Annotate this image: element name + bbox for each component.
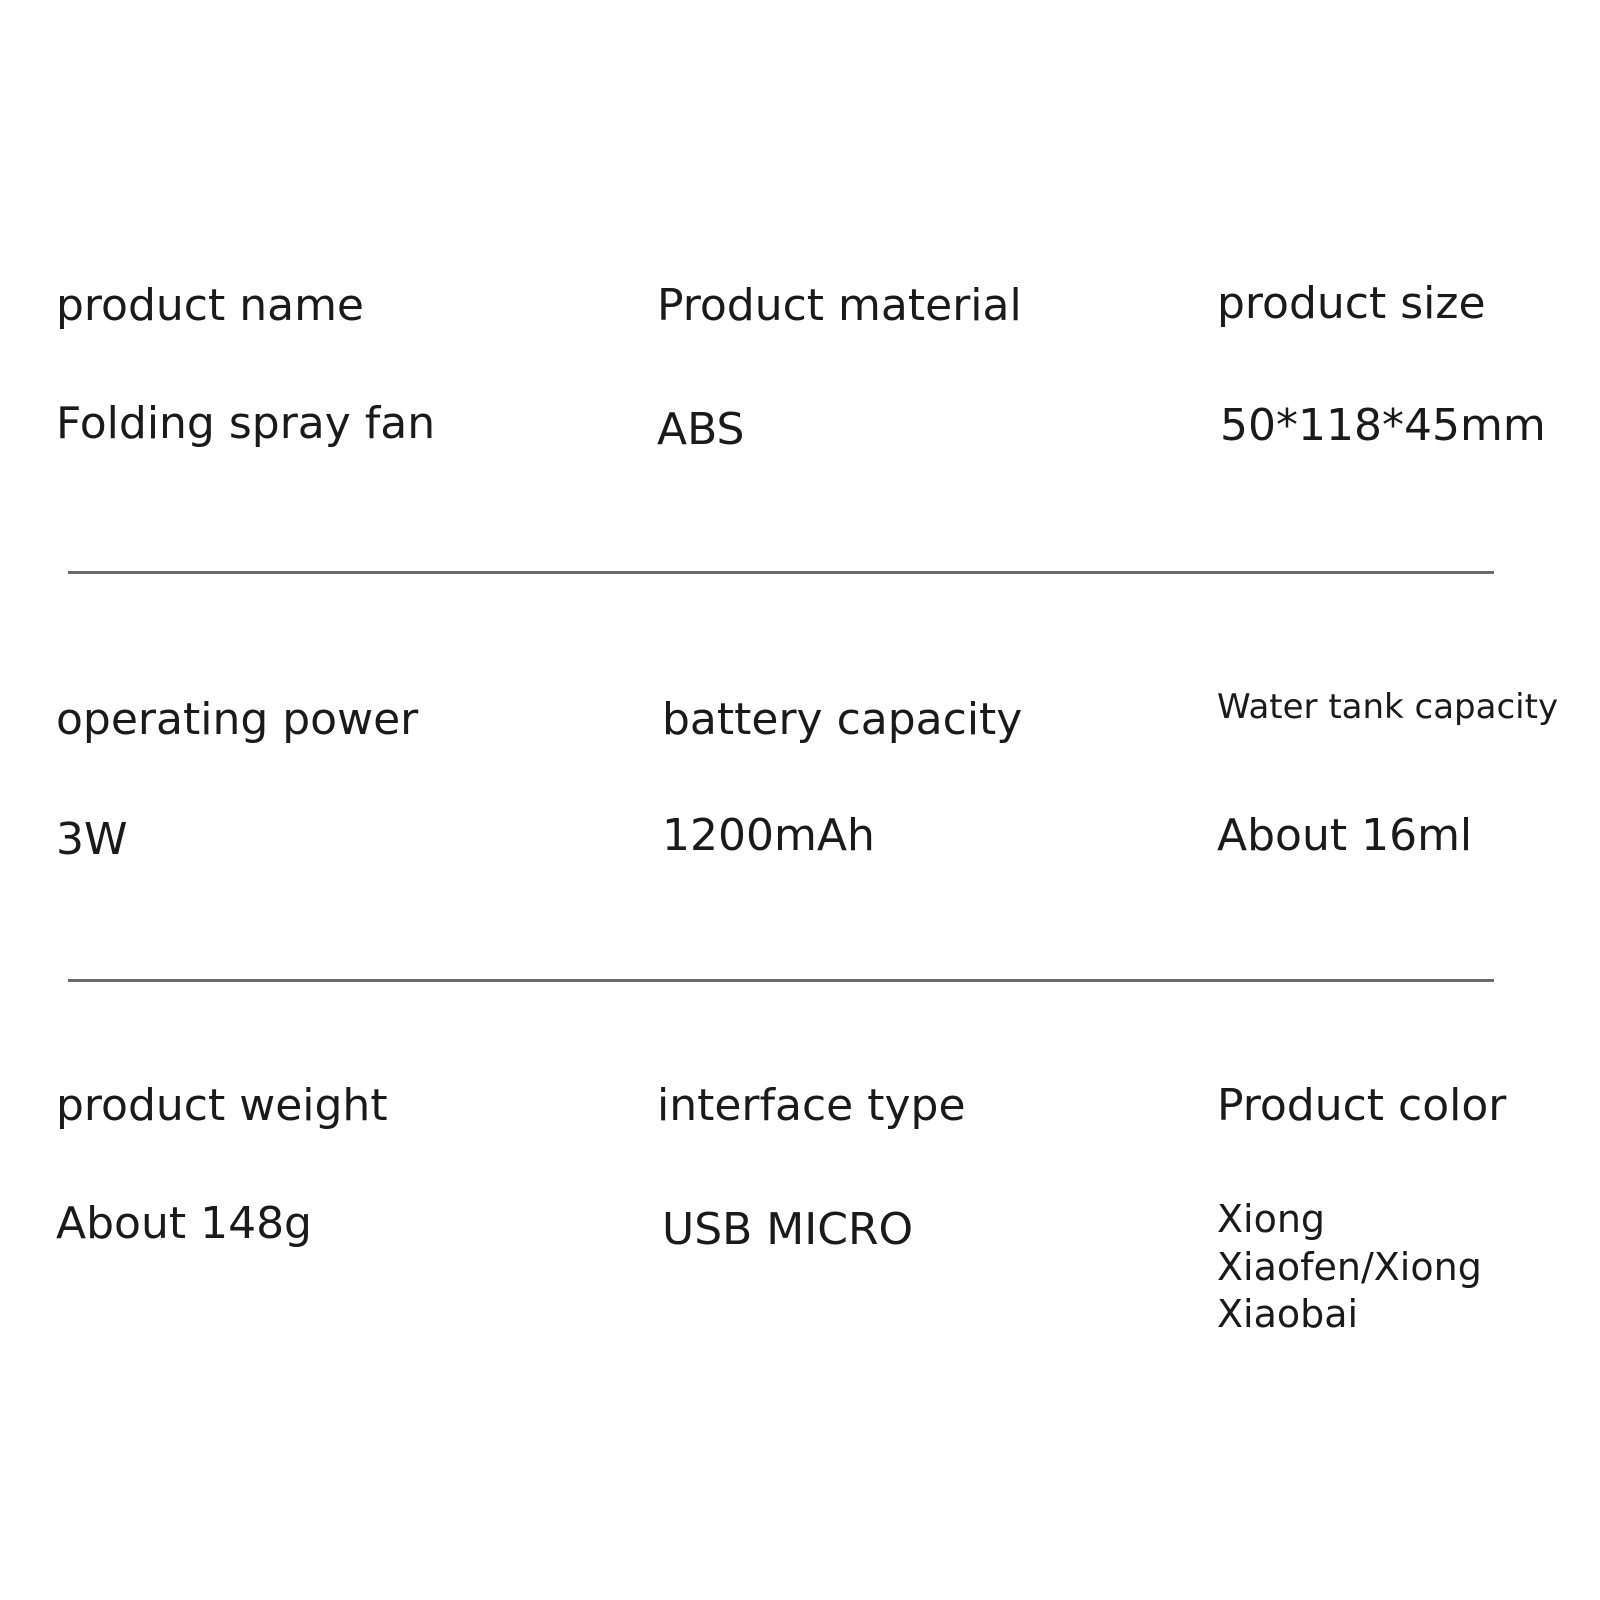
spec-value-power: 3W xyxy=(56,814,128,865)
spec-label-material: Product material xyxy=(657,280,1022,331)
spec-value-color: Xiong Xiaofen/Xiong Xiaobai xyxy=(1217,1197,1482,1336)
divider xyxy=(68,571,1494,574)
spec-value-weight: About 148g xyxy=(56,1198,312,1249)
spec-value-material: ABS xyxy=(657,404,745,455)
spec-label-product-name: product name xyxy=(56,280,364,331)
spec-value-interface: USB MICRO xyxy=(662,1204,914,1255)
spec-label-water-tank: Water tank capacity xyxy=(1217,687,1559,727)
spec-label-color: Product color xyxy=(1217,1080,1507,1131)
spec-label-size: product size xyxy=(1217,278,1486,329)
spec-value-battery: 1200mAh xyxy=(662,810,875,861)
spec-label-battery: battery capacity xyxy=(662,694,1023,745)
spec-value-size: 50*118*45mm xyxy=(1220,400,1546,451)
spec-label-weight: product weight xyxy=(56,1080,388,1131)
spec-value-water-tank: About 16ml xyxy=(1217,810,1473,861)
spec-value-product-name: Folding spray fan xyxy=(56,398,436,449)
spec-label-interface: interface type xyxy=(657,1080,966,1131)
divider xyxy=(68,979,1494,982)
spec-label-power: operating power xyxy=(56,694,419,745)
